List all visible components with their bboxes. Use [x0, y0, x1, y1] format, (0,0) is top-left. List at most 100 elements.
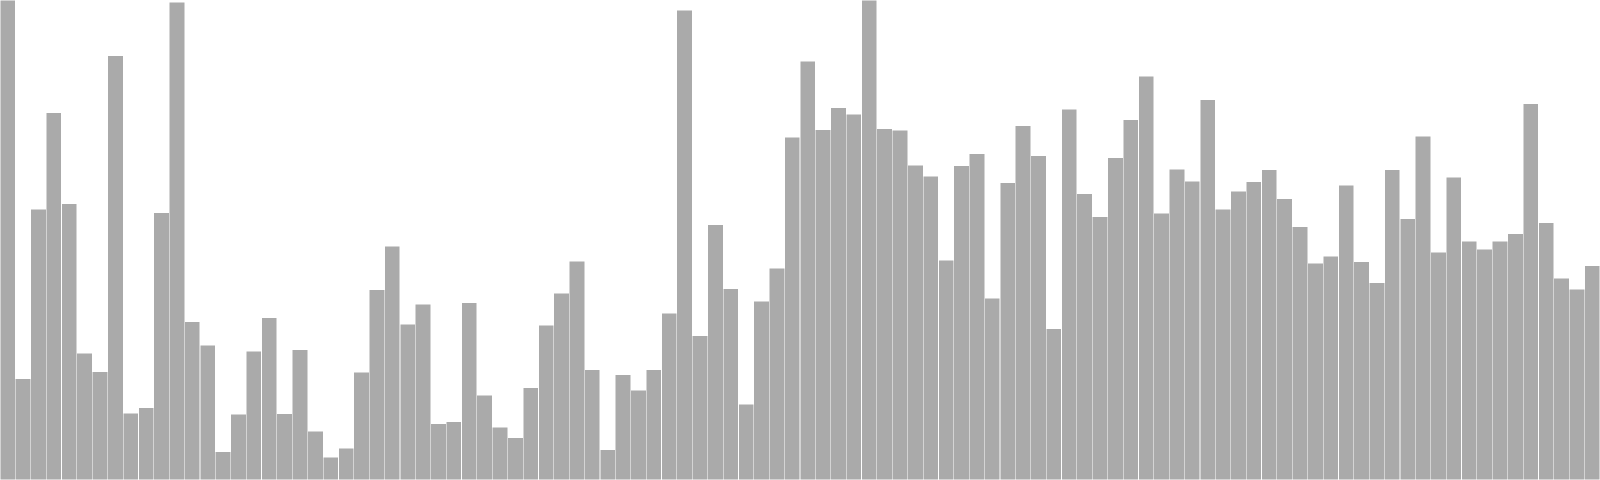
bar-84: [1276, 198, 1293, 480]
bar-12: [168, 2, 185, 480]
bar-56: [845, 113, 862, 480]
bar-73: [1107, 157, 1124, 480]
bar-93: [1415, 136, 1432, 480]
bar-66: [999, 182, 1016, 480]
bar-8: [107, 55, 124, 480]
bar-16: [230, 413, 247, 480]
bar-97: [1476, 248, 1493, 480]
bar-45: [676, 9, 693, 480]
bar-96: [1461, 241, 1478, 480]
bar-75: [1138, 76, 1155, 480]
bar-51: [768, 268, 785, 480]
bar-101: [1538, 222, 1555, 480]
bar-59: [892, 129, 908, 480]
bar-17: [245, 351, 262, 480]
bar-15: [215, 451, 232, 480]
bar-49: [738, 403, 755, 480]
bar-48: [722, 288, 739, 480]
bar-86: [1307, 262, 1324, 480]
bar-11: [153, 212, 170, 480]
bar-26: [384, 245, 401, 480]
bar-29: [430, 423, 447, 480]
bar-69: [1045, 328, 1062, 480]
bar-79: [1199, 99, 1216, 480]
bar-99: [1507, 233, 1524, 480]
bar-23: [338, 448, 355, 480]
bar-82: [1245, 181, 1262, 480]
bar-21: [307, 430, 324, 480]
bar-92: [1399, 218, 1416, 480]
bar-40: [599, 449, 616, 480]
bar-61: [922, 175, 939, 480]
bar-85: [1292, 226, 1308, 480]
bar-91: [1384, 169, 1401, 480]
bar-102: [1553, 278, 1570, 480]
bar-39: [584, 369, 601, 480]
bar-52: [784, 136, 801, 480]
bar-58: [876, 128, 893, 480]
bar-57: [861, 0, 878, 480]
bar-53: [799, 61, 816, 480]
bar-50: [753, 300, 770, 480]
bar-37: [553, 292, 570, 480]
bar-2: [15, 378, 32, 480]
bar-64: [968, 153, 985, 480]
bar-55: [830, 107, 847, 480]
bar-63: [953, 165, 970, 480]
bar-60: [907, 164, 924, 480]
bar-62: [938, 259, 955, 480]
bar-76: [1153, 212, 1170, 480]
bar-35: [522, 387, 539, 480]
bar-20: [292, 349, 308, 480]
bar-33: [492, 426, 508, 480]
bar-44: [661, 313, 678, 480]
bar-89: [1353, 261, 1370, 480]
bar-9: [122, 412, 139, 480]
bar-47: [707, 224, 724, 480]
bar-3: [30, 208, 47, 480]
bar-22: [322, 457, 339, 480]
bar-104: [1584, 265, 1600, 480]
bar-38: [568, 260, 585, 480]
bar-30: [445, 421, 462, 480]
bar-14: [199, 344, 216, 480]
bar-72: [1092, 216, 1108, 480]
bar-5: [61, 203, 78, 480]
bar-67: [1015, 125, 1032, 480]
bar-28: [415, 304, 432, 480]
bar-13: [184, 321, 201, 480]
bar-25: [368, 289, 385, 480]
bar-100: [1522, 103, 1539, 480]
bar-78: [1184, 181, 1201, 480]
bar-31: [461, 302, 478, 480]
bar-27: [399, 323, 416, 480]
bar-98: [1492, 240, 1508, 480]
bar-7: [92, 371, 108, 480]
bar-68: [1030, 155, 1047, 480]
bar-103: [1568, 289, 1585, 480]
bar-83: [1261, 169, 1278, 480]
bar-95: [1445, 176, 1462, 480]
bar-18: [261, 317, 278, 480]
bar-81: [1230, 190, 1247, 480]
bar-77: [1168, 169, 1185, 480]
bar-34: [507, 437, 524, 480]
bar-1: [0, 0, 16, 480]
bar-70: [1061, 108, 1078, 480]
bar-74: [1122, 119, 1139, 480]
bar-6: [76, 352, 93, 480]
bar-43: [645, 369, 662, 480]
bar-87: [1322, 256, 1339, 480]
bar-54: [815, 129, 832, 480]
bar-32: [476, 394, 493, 480]
bar-4: [45, 112, 62, 480]
bar-41: [615, 374, 632, 480]
bar-36: [538, 324, 555, 480]
bar-90: [1368, 282, 1385, 480]
bar-71: [1076, 193, 1093, 480]
bar-24: [353, 371, 370, 480]
bar-19: [276, 413, 293, 480]
bar-42: [630, 389, 647, 480]
